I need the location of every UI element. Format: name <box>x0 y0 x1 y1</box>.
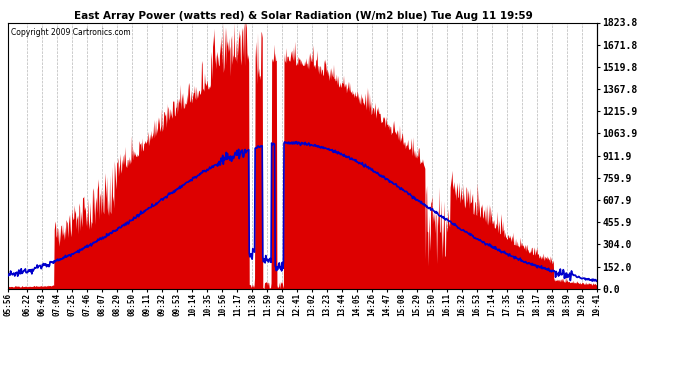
Text: Copyright 2009 Cartronics.com: Copyright 2009 Cartronics.com <box>11 28 131 37</box>
Text: East Array Power (watts red) & Solar Radiation (W/m2 blue) Tue Aug 11 19:59: East Array Power (watts red) & Solar Rad… <box>75 11 533 21</box>
